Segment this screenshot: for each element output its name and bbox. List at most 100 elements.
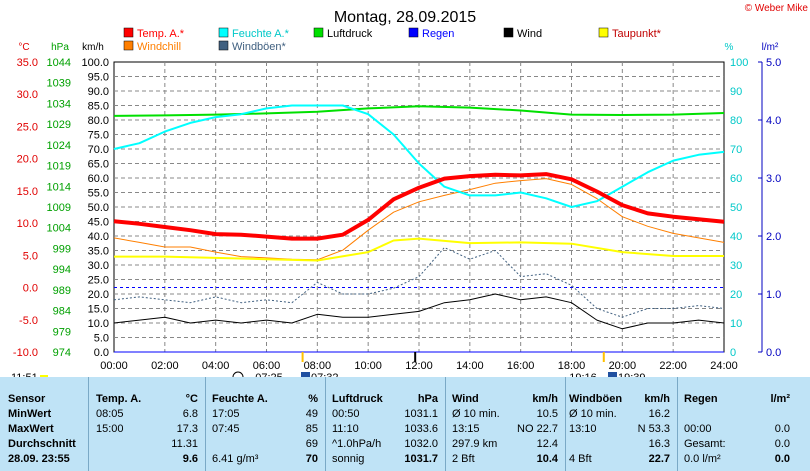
- kmh-tick-label: 85.0: [88, 101, 109, 113]
- sunset-icon: [608, 372, 617, 377]
- header-rain: Regen: [684, 393, 718, 405]
- x-tick-label: 16:00: [507, 360, 535, 372]
- kmh-tick-label: 95.0: [88, 72, 109, 84]
- hpa-tick-label: 1029: [47, 119, 71, 131]
- header-press-unit: hPa: [417, 393, 438, 405]
- c-tick-label: 20.0: [17, 154, 38, 166]
- table-cell: 0.0: [774, 453, 790, 465]
- series-line: [113, 247, 725, 318]
- table-cell: ^1.0hPa/h: [332, 438, 382, 450]
- pct-tick-label: 10: [730, 318, 742, 330]
- unit-kmh: km/h: [82, 42, 104, 53]
- header-gust: Windböen: [569, 393, 623, 405]
- lm2-tick-label: 1.0: [766, 289, 781, 301]
- sun-icon: [40, 375, 48, 377]
- kmh-tick-label: 55.0: [88, 188, 109, 200]
- legend-swatch: [313, 27, 324, 38]
- kmh-tick-label: 90.0: [88, 86, 109, 98]
- table-cell: 1031.7: [404, 453, 438, 465]
- x-tick-label: 00:00: [100, 360, 128, 372]
- pct-tick-label: 60: [730, 173, 742, 185]
- c-tick-label: -5.0: [19, 315, 38, 327]
- kmh-tick-label: 50.0: [88, 202, 109, 214]
- table-cell: NO 22.7: [517, 423, 558, 435]
- weather-chart: Montag, 28.09.2015 © Weber Mike Temp. A.…: [11, 3, 808, 377]
- table-cell: 1032.0: [404, 438, 438, 450]
- sunrise-time-2: 07:32: [311, 372, 339, 377]
- kmh-tick-label: 70.0: [88, 144, 109, 156]
- legend-label: Luftdruck: [327, 28, 373, 40]
- header-wind: Wind: [452, 393, 479, 405]
- row-label: MinWert: [8, 408, 52, 420]
- kmh-tick-label: 100.0: [81, 57, 109, 69]
- legend-swatch: [598, 27, 609, 38]
- header-hum: Feuchte A.: [212, 393, 268, 405]
- pct-tick-label: 80: [730, 115, 742, 127]
- x-tick-label: 10:00: [354, 360, 382, 372]
- table-cell: 08:05: [96, 408, 124, 420]
- legend-label: Temp. A.*: [137, 28, 185, 40]
- table-cell: 11:10: [332, 423, 359, 435]
- legend-label: Taupunkt*: [612, 28, 662, 40]
- hpa-tick-label: 974: [53, 347, 71, 359]
- hpa-tick-label: 1024: [47, 140, 71, 152]
- x-tick-label: 04:00: [202, 360, 230, 372]
- table-cell: 70: [305, 453, 318, 465]
- column-divider: [88, 377, 89, 471]
- hpa-tick-label: 989: [53, 285, 71, 297]
- pct-tick-label: 40: [730, 231, 742, 243]
- pct-tick-label: 20: [730, 289, 742, 301]
- header-temp: Temp. A.: [96, 393, 142, 405]
- table-cell: 12.4: [536, 438, 558, 450]
- legend-swatch: [408, 27, 419, 38]
- hpa-tick-label: 1009: [47, 202, 71, 214]
- unit-lm2: l/m²: [762, 42, 779, 53]
- column-divider: [445, 377, 446, 471]
- hpa-tick-label: 1034: [47, 98, 71, 110]
- row-label: MaxWert: [8, 423, 54, 435]
- kmh-tick-label: 60.0: [88, 173, 109, 185]
- row-label: Durchschnitt: [8, 438, 76, 450]
- kmh-tick-label: 15.0: [88, 304, 109, 316]
- table-cell: N 53.3: [637, 423, 670, 435]
- unit-c: °C: [18, 42, 29, 53]
- legend-label: Regen: [422, 28, 454, 40]
- c-tick-label: 25.0: [17, 121, 38, 133]
- kmh-tick-label: 65.0: [88, 159, 109, 171]
- hpa-tick-label: 1014: [47, 181, 71, 193]
- table-cell: 16.2: [648, 408, 670, 420]
- table-cell: 17:05: [212, 408, 240, 420]
- hpa-tick-label: 1044: [47, 57, 71, 69]
- c-tick-label: 30.0: [17, 89, 38, 101]
- hpa-tick-label: 979: [53, 326, 71, 338]
- hpa-tick-label: 999: [53, 243, 71, 255]
- table-cell: 1033.6: [404, 423, 438, 435]
- sunset-time: 19:16: [569, 372, 597, 377]
- axis-units: °C hPa km/h% l/m²: [18, 42, 779, 53]
- sun-markers: 11:51 07:25 07:32 19:16 19:39: [11, 352, 646, 377]
- x-tick-label: 18:00: [558, 360, 586, 372]
- table-cell: 17.3: [176, 423, 198, 435]
- legend-label: Windböen*: [232, 41, 287, 53]
- hpa-tick-label: 1004: [47, 223, 71, 235]
- table-cell: Gesamt:: [684, 438, 726, 450]
- column-divider: [205, 377, 206, 471]
- column-divider: [565, 377, 566, 471]
- sunset-time-2: 19:39: [618, 372, 646, 377]
- kmh-tick-label: 25.0: [88, 275, 109, 287]
- table-cell: 0.0 l/m²: [684, 453, 721, 465]
- table-cell: 0.0: [774, 423, 790, 435]
- table-cell: 11.31: [171, 438, 198, 450]
- hpa-tick-label: 1019: [47, 161, 71, 173]
- table-cell: 85: [305, 423, 318, 435]
- x-tick-label: 20:00: [609, 360, 637, 372]
- header-hum-unit: %: [308, 393, 318, 405]
- kmh-tick-label: 30.0: [88, 260, 109, 272]
- c-tick-label: 10.0: [17, 218, 38, 230]
- table-cell: 69: [305, 438, 318, 450]
- kmh-tick-label: 40.0: [88, 231, 109, 243]
- header-press: Luftdruck: [332, 393, 383, 405]
- table-cell: 0.0: [774, 438, 790, 450]
- chart-title: Montag, 28.09.2015: [334, 9, 476, 26]
- kmh-tick-label: 20.0: [88, 289, 109, 301]
